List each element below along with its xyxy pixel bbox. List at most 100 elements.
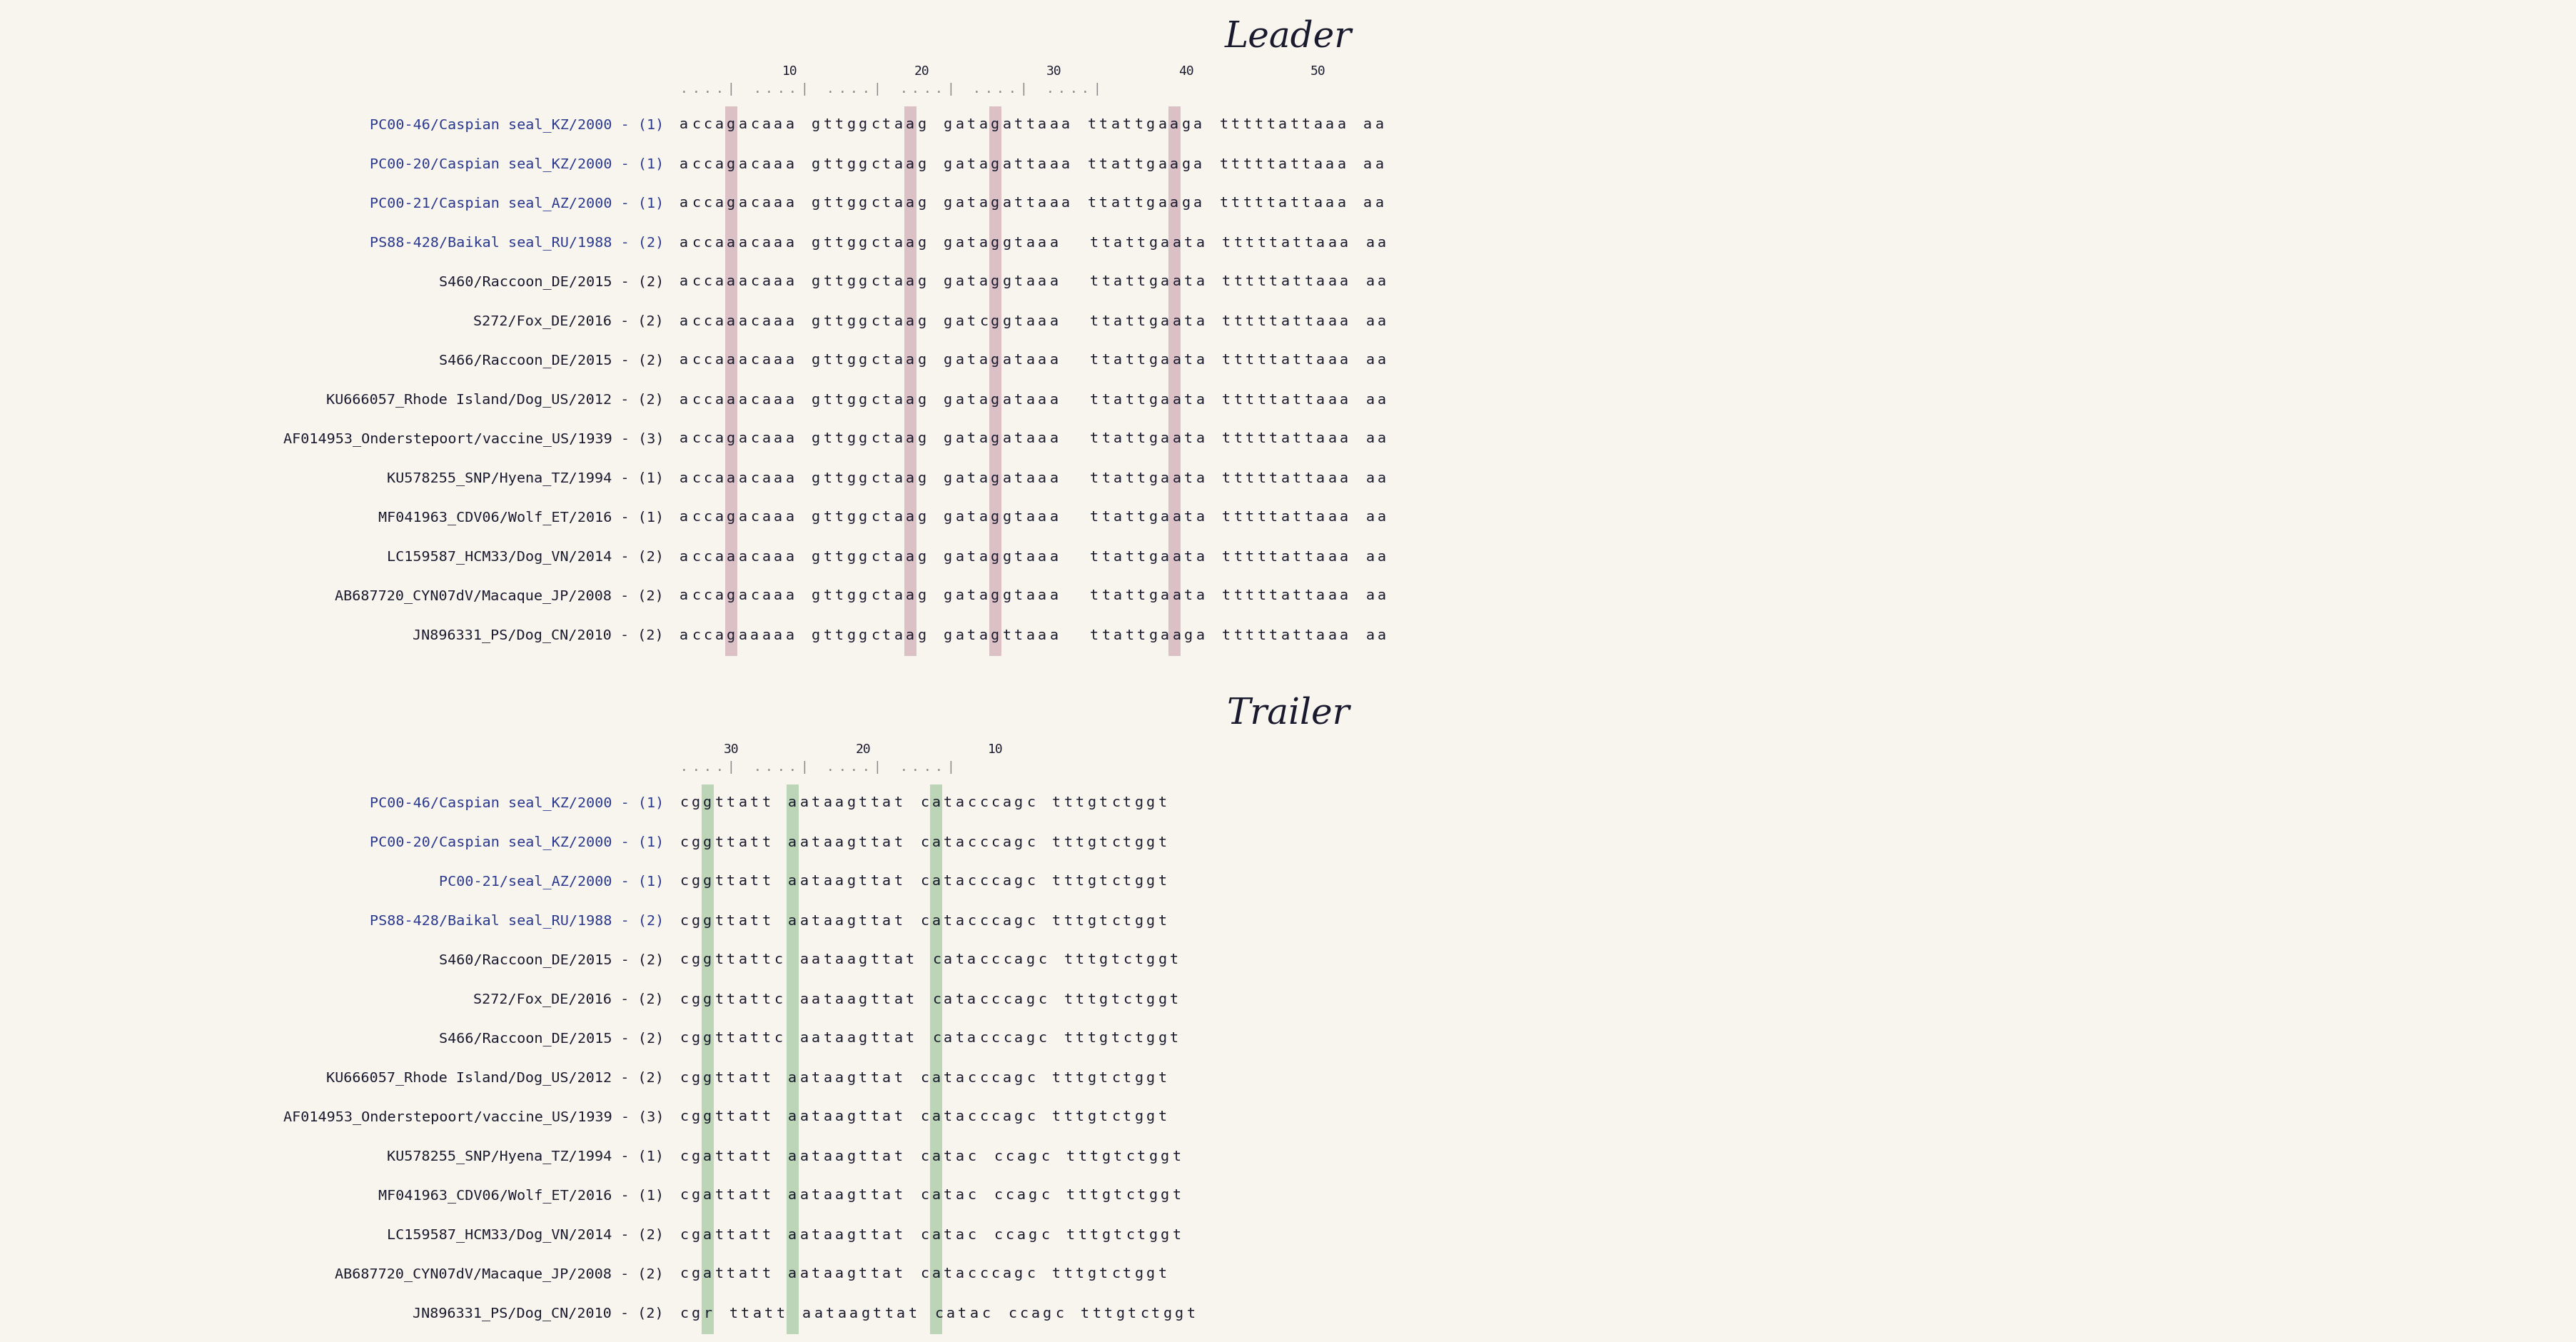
Text: t: t	[824, 510, 832, 523]
Text: t: t	[956, 953, 963, 966]
Text: a: a	[1329, 393, 1337, 407]
Text: t: t	[716, 914, 724, 927]
Text: a: a	[1195, 471, 1206, 484]
Bar	[724, 107, 737, 656]
Text: a: a	[1280, 314, 1291, 327]
Text: a: a	[835, 1149, 845, 1162]
Text: a: a	[907, 471, 914, 484]
Text: t: t	[1015, 589, 1023, 603]
Text: g: g	[848, 236, 855, 250]
Text: a: a	[1159, 157, 1167, 170]
Text: a: a	[933, 796, 940, 809]
Text: a: a	[979, 550, 987, 564]
Text: t: t	[884, 157, 891, 170]
Text: a: a	[1329, 550, 1337, 564]
Text: a: a	[1002, 393, 1012, 407]
Text: a: a	[1365, 236, 1376, 250]
Text: t: t	[726, 1071, 734, 1084]
Text: t: t	[1291, 118, 1298, 132]
Text: t: t	[1103, 432, 1110, 446]
Text: t: t	[1092, 1306, 1100, 1319]
Text: t: t	[1123, 1267, 1131, 1280]
Text: t: t	[1270, 589, 1278, 603]
Text: g: g	[1103, 1149, 1110, 1162]
Text: g: g	[848, 1228, 855, 1241]
Text: t: t	[824, 471, 832, 484]
Text: c: c	[1025, 914, 1036, 927]
Text: t: t	[1270, 510, 1278, 523]
Text: c: c	[1005, 1188, 1015, 1202]
Text: t: t	[1170, 1031, 1180, 1045]
Text: t: t	[835, 157, 845, 170]
Text: t: t	[835, 353, 845, 368]
Text: c: c	[1110, 875, 1121, 888]
Text: t: t	[1064, 875, 1072, 888]
Text: a: a	[762, 157, 770, 170]
Text: t: t	[1270, 393, 1278, 407]
Text: a: a	[1195, 236, 1206, 250]
Text: t: t	[1090, 1149, 1100, 1162]
Text: a: a	[1162, 275, 1170, 289]
Text: a: a	[956, 471, 963, 484]
Text: a: a	[1051, 275, 1059, 289]
Text: g: g	[860, 1306, 871, 1319]
Text: a: a	[1025, 471, 1036, 484]
Text: a: a	[801, 875, 809, 888]
Text: a: a	[1051, 157, 1059, 170]
Text: t: t	[1015, 314, 1023, 327]
Text: c: c	[690, 393, 701, 407]
Text: a: a	[1195, 393, 1206, 407]
Text: a: a	[835, 875, 845, 888]
Text: t: t	[907, 1031, 914, 1045]
Text: g: g	[1025, 992, 1036, 1005]
Text: g: g	[1149, 510, 1157, 523]
Text: g: g	[690, 914, 701, 927]
Text: a: a	[1018, 1228, 1025, 1241]
Text: .: .	[752, 83, 760, 95]
Text: a: a	[1378, 589, 1386, 603]
Text: t: t	[1247, 432, 1255, 446]
Text: a: a	[1051, 314, 1059, 327]
Text: g: g	[1182, 196, 1190, 211]
Text: a: a	[1002, 796, 1012, 809]
Text: a: a	[956, 589, 963, 603]
Text: t: t	[1185, 589, 1193, 603]
Text: t: t	[750, 835, 760, 848]
Text: t: t	[884, 471, 891, 484]
Text: t: t	[1090, 314, 1100, 327]
Text: JN896331_PS/Dog_CN/2010 - (2): JN896331_PS/Dog_CN/2010 - (2)	[412, 1306, 665, 1321]
Text: t: t	[894, 796, 902, 809]
Text: g: g	[1028, 1188, 1038, 1202]
Text: a: a	[786, 275, 793, 289]
Text: KU578255_SNP/Hyena_TZ/1994 - (1): KU578255_SNP/Hyena_TZ/1994 - (1)	[386, 1149, 665, 1164]
Text: t: t	[716, 992, 724, 1005]
Text: g: g	[992, 275, 999, 289]
Text: c: c	[920, 1188, 930, 1202]
Text: t: t	[956, 992, 963, 1005]
Text: c: c	[1110, 914, 1121, 927]
Text: a: a	[979, 510, 987, 523]
Text: c: c	[1041, 1188, 1048, 1202]
Text: t: t	[1064, 992, 1072, 1005]
Text: c: c	[871, 353, 878, 368]
Text: t: t	[716, 1110, 724, 1123]
Text: a: a	[1002, 835, 1012, 848]
Text: t: t	[943, 914, 953, 927]
Text: t: t	[969, 236, 976, 250]
Text: a: a	[933, 914, 940, 927]
Text: a: a	[1051, 589, 1059, 603]
Text: c: c	[871, 157, 878, 170]
Text: t: t	[1247, 471, 1255, 484]
Text: a: a	[1327, 118, 1334, 132]
Text: g: g	[848, 1149, 855, 1162]
Text: t: t	[1126, 236, 1133, 250]
Text: g: g	[917, 393, 927, 407]
Text: a: a	[762, 432, 770, 446]
Text: t: t	[884, 275, 891, 289]
Text: t: t	[1270, 628, 1278, 641]
Text: t: t	[871, 835, 878, 848]
Text: c: c	[690, 589, 701, 603]
Text: g: g	[992, 628, 999, 641]
Text: c: c	[1002, 1031, 1012, 1045]
Text: a: a	[933, 1149, 940, 1162]
